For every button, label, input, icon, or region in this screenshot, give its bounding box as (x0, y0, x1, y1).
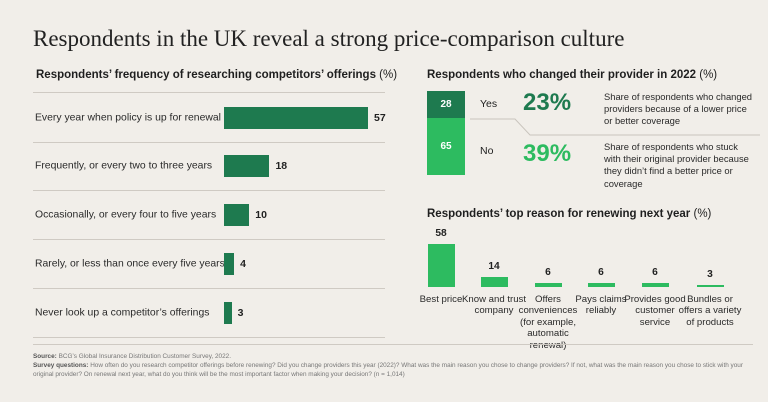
renewal-category-label: Bundles or offers a variety of products (678, 294, 742, 328)
renewal-category-label: Know and trust company (462, 294, 526, 317)
frequency-row: Frequently, or every two to three years 1… (33, 141, 385, 191)
stack-no-segment: 65 (427, 118, 465, 175)
frequency-row: Never look up a competitor’s offerings 3 (33, 288, 385, 338)
frequency-value-label: 3 (237, 306, 244, 319)
renewal-value-label: 58 (435, 228, 447, 239)
renewal-bar (696, 284, 724, 287)
chart-title: Respondents in the UK reveal a strong pr… (33, 26, 625, 51)
source-label: Source: (33, 353, 57, 360)
renewal-title-text: Respondents’ top reason for renewing nex… (427, 208, 691, 220)
questions-label: Survey questions: (33, 362, 89, 369)
renewal-bar (587, 282, 615, 287)
frequency-category-label: Occasionally, or every four to five year… (35, 209, 217, 220)
source-text: BCG’s Global Insurance Distribution Cust… (58, 353, 231, 360)
survey-questions-note: Survey questions: How often do you resea… (33, 361, 753, 379)
frequency-bar (224, 252, 235, 275)
frequency-category-label: Frequently, or every two to three years (35, 160, 213, 171)
frequency-value-label: 10 (255, 208, 267, 221)
highlight-pct-stuck: 39% (523, 140, 572, 167)
frequency-bar (224, 106, 368, 129)
frequency-value-label: 4 (240, 257, 246, 270)
renewal-bar (427, 244, 455, 287)
frequency-value-label: 57 (374, 111, 386, 124)
source-note: Source: BCG’s Global Insurance Distribut… (33, 352, 753, 361)
yes-label: Yes (480, 98, 498, 110)
no-label: No (480, 145, 494, 157)
stack-no-value: 65 (440, 141, 452, 152)
renewal-category-label: Best price (419, 294, 463, 305)
frequency-category-label: Every year when policy is up for renewal (35, 112, 221, 123)
frequency-category-label: Rarely, or less than once every five yea… (35, 258, 225, 269)
frequency-bar (224, 203, 250, 226)
renewal-bar (480, 276, 508, 287)
frequency-title-text: Respondents’ frequency of researching co… (36, 69, 376, 81)
renewal-value-label: 6 (652, 266, 658, 278)
frequency-row: Occasionally, or every four to five year… (33, 190, 385, 240)
frequency-bar (224, 154, 270, 177)
renewal-category-label: Offers conveniences (for example, automa… (518, 294, 578, 351)
footer-divider (33, 344, 753, 345)
frequency-bar (224, 301, 232, 324)
stack-yes-value: 28 (440, 99, 452, 110)
frequency-category-label: Never look up a competitor’s offerings (35, 307, 210, 318)
renewal-unit: (%) (693, 208, 712, 220)
renewal-value-label: 6 (545, 266, 551, 278)
renewal-category-label: Provides good customer service (624, 294, 686, 328)
frequency-value-label: 18 (275, 159, 288, 172)
frequency-row: Every year when policy is up for renewal… (33, 92, 386, 143)
frequency-unit: (%) (379, 69, 398, 81)
questions-text: How often do you research competitor off… (33, 362, 743, 378)
renewal-chart-title: Respondents’ top reason for renewing nex… (427, 208, 711, 220)
provider-unit: (%) (699, 69, 718, 81)
renewal-value-label: 14 (488, 260, 500, 272)
highlight-pct-changed: 23% (523, 89, 572, 116)
highlight-desc-stuck: Share of respondents who stuck with thei… (604, 141, 749, 189)
renewal-category-label: Pays claims reliably (575, 294, 627, 317)
highlight-desc-changed: Share of respondents who changed provide… (604, 91, 753, 127)
renewal-bar (534, 282, 562, 287)
renewal-value-label: 3 (707, 268, 713, 280)
provider-chart-title: Respondents who changed their provider i… (427, 69, 717, 81)
stack-yes-segment: 28 (427, 91, 465, 118)
frequency-row: Rarely, or less than once every five yea… (33, 239, 385, 289)
renewal-bar (641, 282, 669, 287)
connector-line (470, 118, 760, 136)
frequency-chart-title: Respondents’ frequency of researching co… (36, 69, 397, 81)
renewal-value-label: 6 (598, 266, 604, 278)
provider-title-text: Respondents who changed their provider i… (427, 69, 697, 81)
